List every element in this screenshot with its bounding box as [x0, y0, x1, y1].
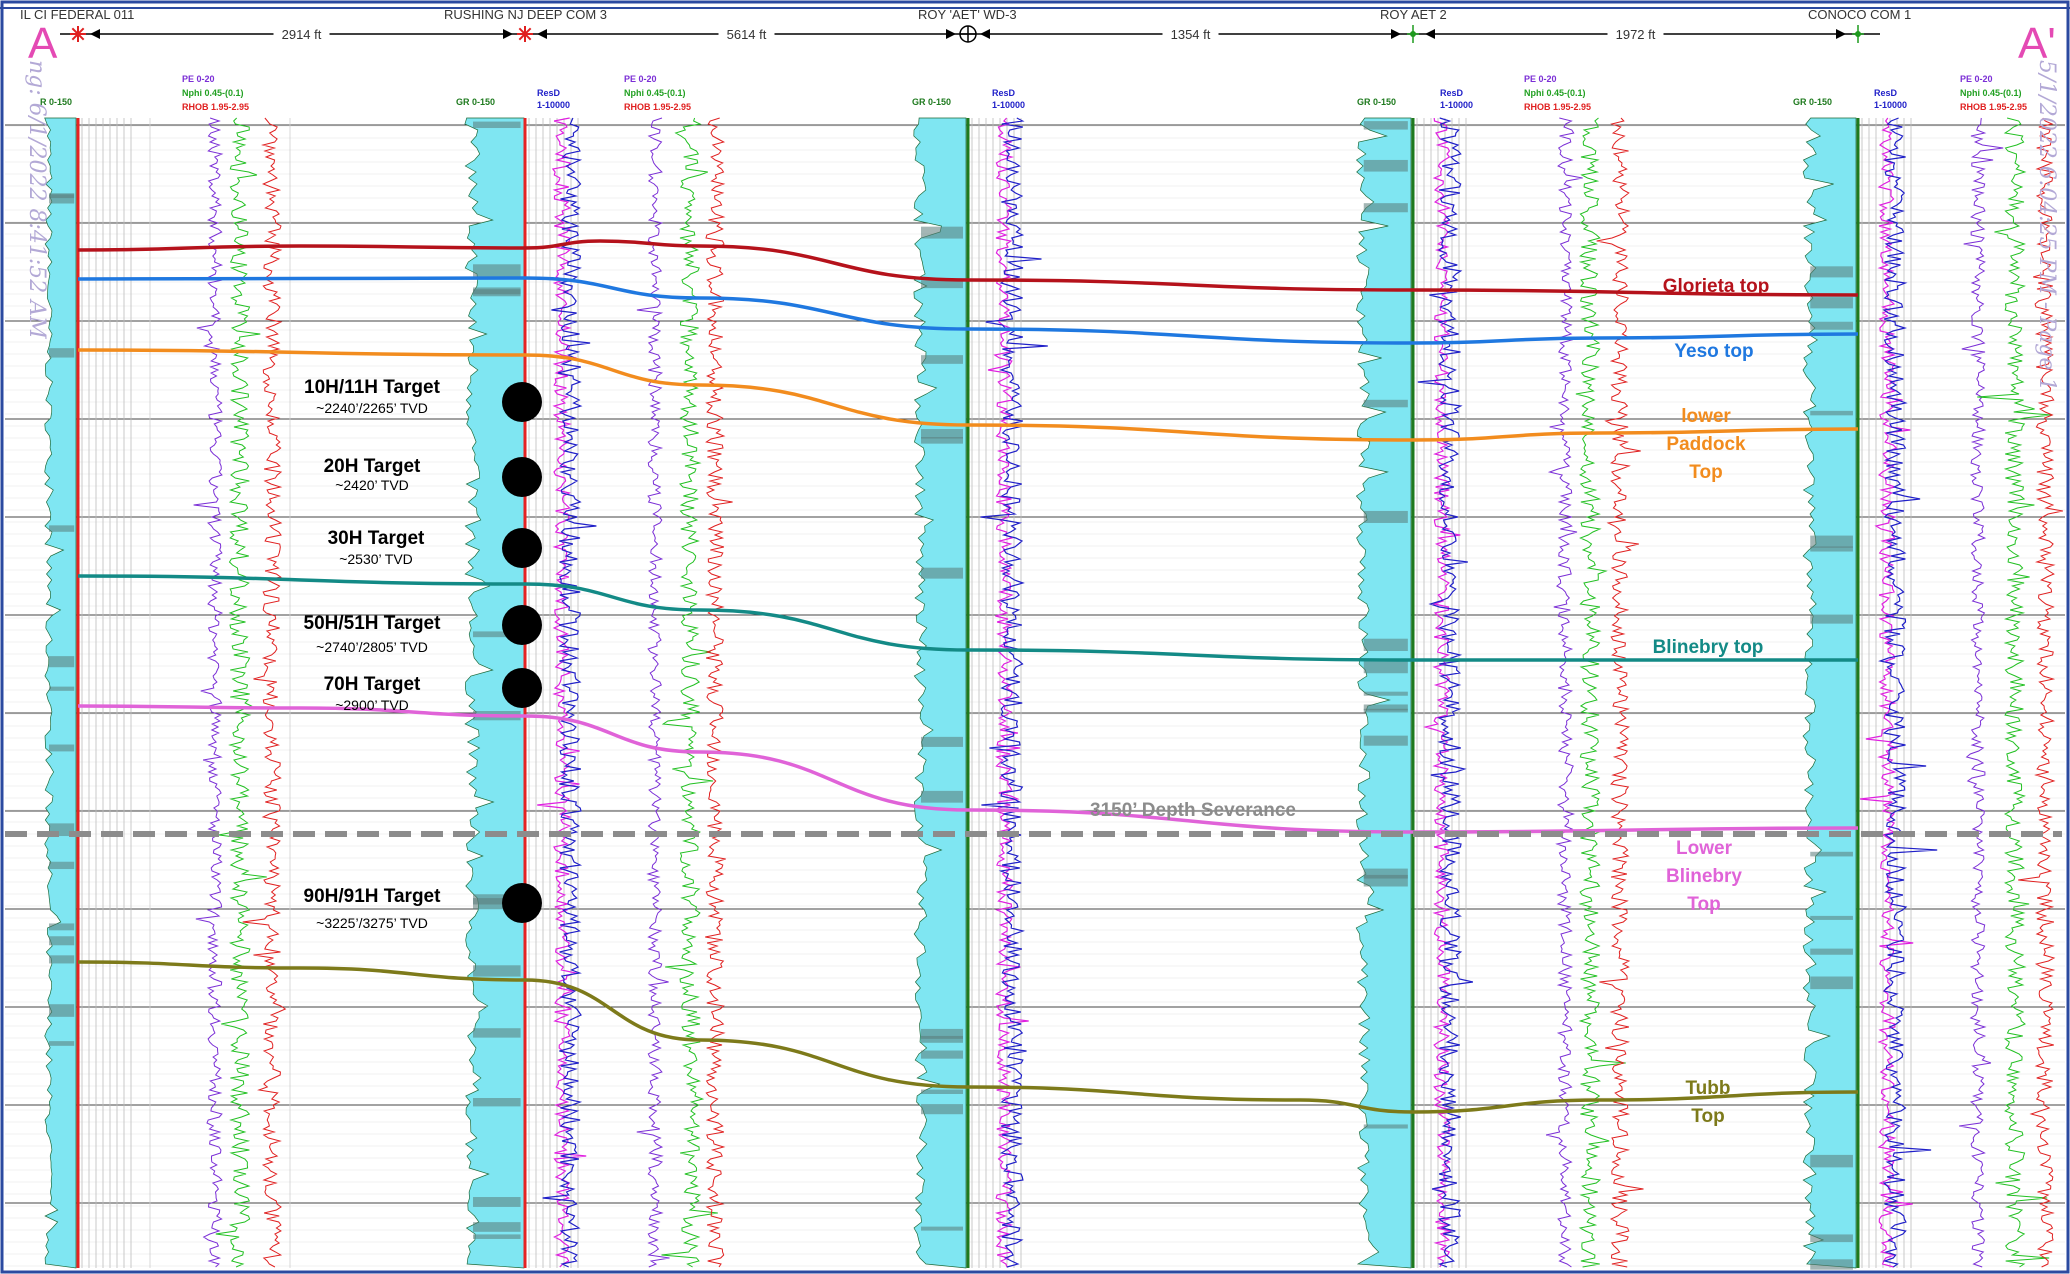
- well-spacing: 1354 ft: [1171, 27, 1211, 42]
- target-tvd: ~2420’ TVD: [335, 477, 409, 493]
- well-name: RUSHING NJ DEEP COM 3: [444, 7, 607, 22]
- formation-label: Blinebry top: [1653, 637, 1764, 658]
- target-dot-icon: [502, 883, 542, 923]
- track-label: ResD: [537, 88, 561, 98]
- formation-label: Glorieta top: [1663, 276, 1770, 297]
- well-name: ROY 'AET' WD-3: [918, 7, 1017, 22]
- track-label: Nphi 0.45-(0.1): [1524, 88, 1586, 98]
- track-label: PE 0-20: [182, 74, 215, 84]
- track-label: PE 0-20: [1960, 74, 1993, 84]
- target-tvd: ~2740’/2805’ TVD: [316, 639, 428, 655]
- target-title: 20H Target: [324, 456, 421, 477]
- track-label: GR 0-150: [1357, 97, 1396, 107]
- target-dot-icon: [502, 668, 542, 708]
- track-label: RHOB 1.95-2.95: [624, 102, 691, 112]
- track-label: PE 0-20: [1524, 74, 1557, 84]
- track-label: ResD: [1874, 88, 1898, 98]
- track-label: GR 0-150: [1793, 97, 1832, 107]
- well-spacing: 2914 ft: [282, 27, 322, 42]
- track-label: 1-10000: [992, 100, 1025, 110]
- target-tvd: ~2240’/2265’ TVD: [316, 400, 428, 416]
- track-label: Nphi 0.45-(0.1): [182, 88, 244, 98]
- track-label: 1-10000: [1440, 100, 1473, 110]
- track-label: Nphi 0.45-(0.1): [624, 88, 686, 98]
- right-print-stamp: 5/1/2022 6:04:25 PM - Page 1: [2034, 60, 2059, 391]
- target-title: 90H/91H Target: [304, 886, 442, 907]
- well-name: CONOCO COM 1: [1808, 7, 1911, 22]
- track-label: RHOB 1.95-2.95: [1960, 102, 2027, 112]
- well-spacing: 5614 ft: [727, 27, 767, 42]
- target-dot-icon: [502, 457, 542, 497]
- target-title: 10H/11H Target: [304, 377, 441, 398]
- target-title: 30H Target: [328, 528, 425, 549]
- track-label: RHOB 1.95-2.95: [182, 102, 249, 112]
- track-label: 1-10000: [537, 100, 570, 110]
- well-name: ROY AET 2: [1380, 7, 1447, 22]
- target-title: 50H/51H Target: [304, 613, 442, 634]
- track-label: 1-10000: [1874, 100, 1907, 110]
- target-dot-icon: [502, 382, 542, 422]
- track-label: ResD: [1440, 88, 1464, 98]
- track-label: GR 0-150: [456, 97, 495, 107]
- well-spacing: 1972 ft: [1616, 27, 1656, 42]
- target-tvd: ~2900’ TVD: [335, 697, 409, 713]
- target-dot-icon: [502, 605, 542, 645]
- track-label: PE 0-20: [624, 74, 657, 84]
- target-title: 70H Target: [324, 674, 421, 695]
- circle-cross-icon: [960, 26, 976, 42]
- left-print-stamp: ng: 6/1/2022 8:41:52 AM: [24, 60, 49, 339]
- track-label: GR 0-150: [912, 97, 951, 107]
- red-star-icon: [70, 26, 86, 42]
- track-label: ResD: [992, 88, 1016, 98]
- track-label: Nphi 0.45-(0.1): [1960, 88, 2022, 98]
- severance-label: 3150’ Depth Severance: [1090, 800, 1296, 821]
- formation-label: Yeso top: [1674, 341, 1753, 362]
- target-tvd: ~2530’ TVD: [339, 551, 413, 567]
- target-dot-icon: [502, 528, 542, 568]
- target-tvd: ~3225’/3275’ TVD: [316, 915, 428, 931]
- red-star-icon: [517, 26, 533, 42]
- track-label: RHOB 1.95-2.95: [1524, 102, 1591, 112]
